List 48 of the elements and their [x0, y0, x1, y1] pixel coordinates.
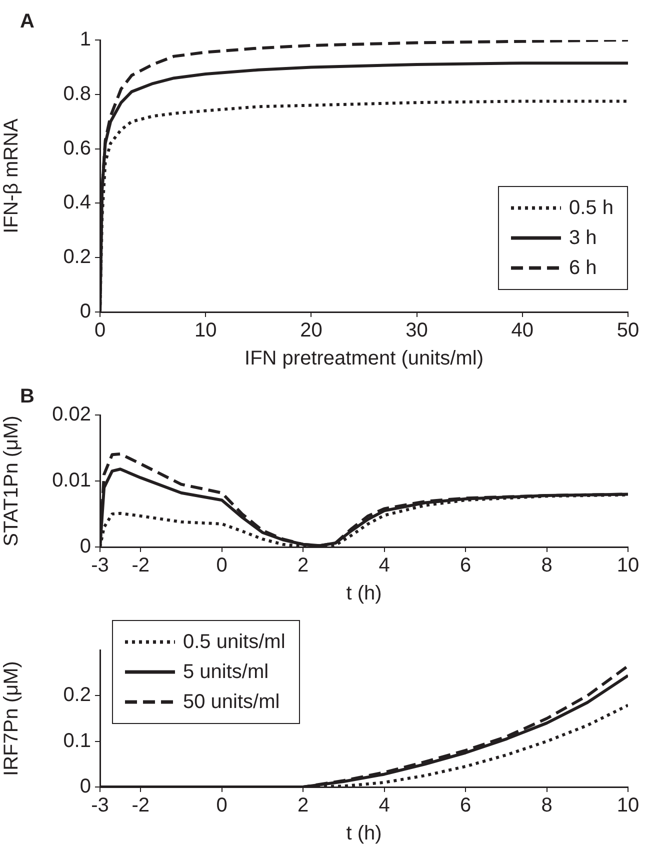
y-tick-label: 0.01 [52, 470, 91, 492]
text: B [20, 386, 34, 408]
text: A [20, 10, 34, 33]
x-tick-label: 4 [378, 794, 390, 817]
y-tick-label: 0.4 [63, 192, 91, 214]
y-tick-label: 0.6 [63, 137, 91, 160]
x-tick-label: 4 [378, 554, 390, 577]
x-tick-label: 20 [300, 320, 322, 342]
x-tick-label: -3 [91, 794, 109, 817]
x-tick-label: 8 [541, 554, 552, 577]
y-tick-label: 0 [80, 300, 91, 323]
y-tick-label: 0.02 [52, 404, 91, 426]
x-tick-label: 40 [511, 320, 534, 342]
x-tick-label: -2 [132, 794, 150, 817]
x-tick-label: 0 [94, 320, 106, 342]
legend-label: 0.5 units/ml [183, 630, 286, 655]
x-tick-label: 0 [216, 794, 228, 817]
y-tick-label: 0.2 [63, 684, 91, 706]
x-axis-title: IFN pretreatment (units/ml) [244, 348, 484, 370]
legend-label: 3 h [569, 226, 597, 251]
y-tick-label: 0.2 [63, 246, 91, 268]
x-tick-label: 50 [616, 320, 640, 342]
x-tick-label: 6 [460, 794, 472, 817]
legend-label: 6 h [569, 256, 597, 281]
y-tick-label: 0 [80, 536, 91, 558]
x-tick-label: 10 [616, 794, 640, 817]
y-tick-label: 1 [80, 28, 91, 51]
x-axis-title: t (h) [346, 582, 382, 605]
x-tick-label: 6 [460, 554, 472, 577]
y-axis-title: IRF7Pn (μM) [0, 661, 23, 776]
x-tick-label: 10 [616, 554, 640, 577]
x-tick-label: 8 [541, 794, 552, 817]
x-tick-label: 2 [298, 794, 309, 817]
x-tick-label: -3 [91, 554, 109, 577]
legend-label: 0.5 h [569, 196, 614, 221]
legend-label: 50 units/ml [183, 690, 280, 715]
x-tick-label: 2 [298, 554, 309, 577]
x-tick-label: 30 [406, 320, 428, 342]
y-tick-label: 0.8 [63, 82, 91, 105]
y-axis-title: IFN-β mRNA [0, 118, 23, 234]
x-axis-title: t (h) [346, 822, 382, 845]
y-tick-label: 0 [80, 776, 91, 798]
y-axis-title: STAT1Pn (μM) [0, 416, 23, 546]
x-tick-label: 10 [194, 320, 217, 342]
y-tick-label: 0.1 [63, 730, 91, 752]
legend-label: 5 units/ml [183, 660, 269, 685]
x-tick-label: 0 [216, 554, 228, 577]
x-tick-label: -2 [132, 554, 150, 577]
